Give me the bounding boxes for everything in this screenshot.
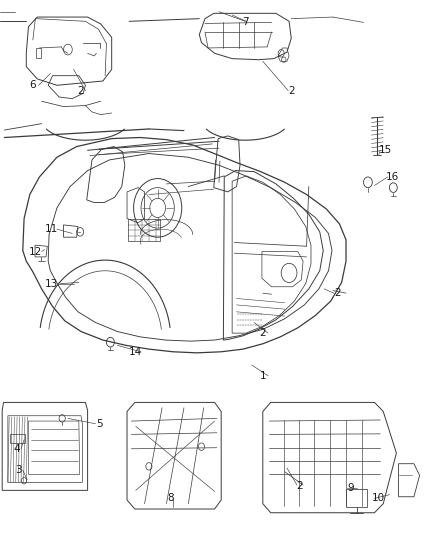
Text: 8: 8 [167,494,174,503]
Text: 3: 3 [15,465,22,475]
Text: 4: 4 [13,444,20,454]
Text: 10: 10 [372,494,385,503]
Text: 1: 1 [259,371,266,381]
Text: 11: 11 [45,224,58,234]
Text: 7: 7 [242,18,249,27]
Text: 6: 6 [29,80,36,90]
Text: 16: 16 [386,172,399,182]
Text: 5: 5 [96,419,103,429]
Text: 9: 9 [347,483,354,492]
Text: 12: 12 [29,247,42,256]
Text: 2: 2 [334,288,341,298]
Text: 2: 2 [297,481,304,491]
Text: 14: 14 [129,347,142,357]
Text: 13: 13 [45,279,58,288]
Text: 2: 2 [288,86,295,95]
Text: 15: 15 [379,146,392,155]
Text: 2: 2 [259,328,266,338]
Text: 2: 2 [78,86,85,95]
